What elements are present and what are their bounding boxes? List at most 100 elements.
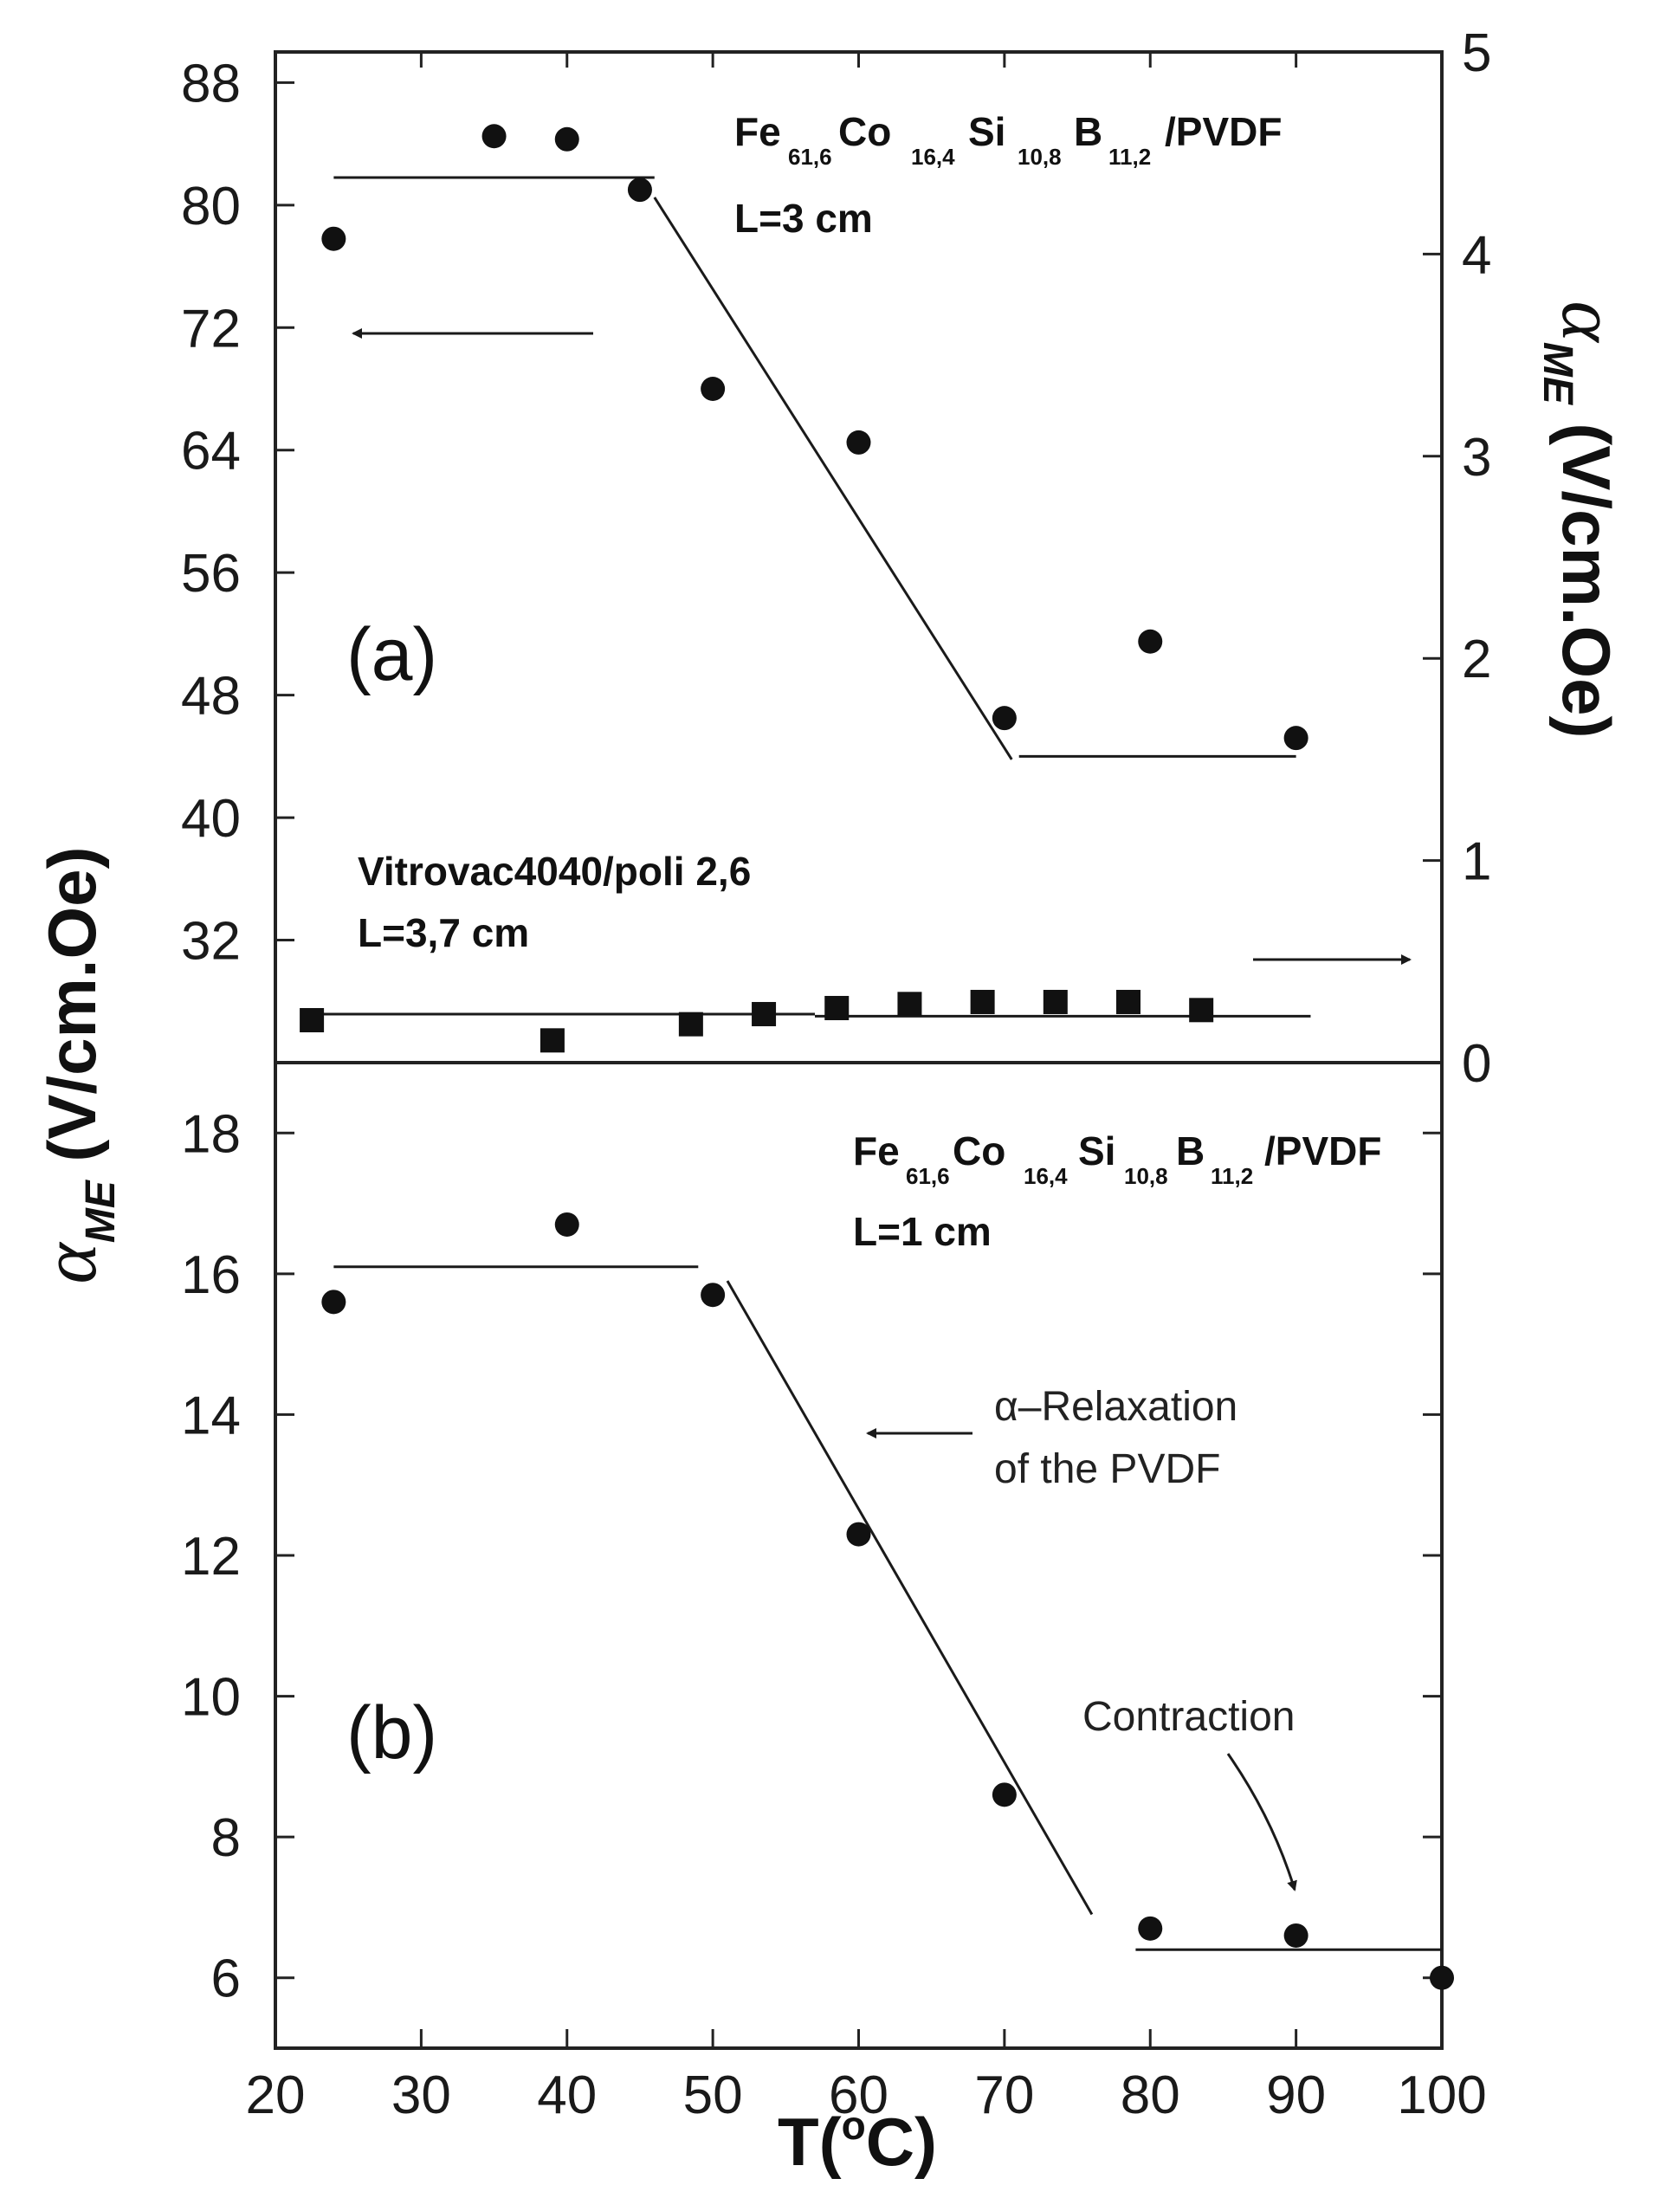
panel-a-vitrovac-label: Vitrovac4040/poli 2,6 bbox=[358, 849, 751, 894]
point-b-fecosib-3 bbox=[846, 1522, 871, 1547]
panel-b-sub-1: 61,6 bbox=[906, 1163, 950, 1189]
tick-label-b-left-12: 12 bbox=[181, 1527, 241, 1587]
point-a-fecosib-2 bbox=[554, 126, 579, 152]
panel-b-suffix: /PVDF bbox=[1264, 1128, 1381, 1173]
panel-b-sub-4: 11,2 bbox=[1211, 1163, 1253, 1189]
tick-label-a-left-72: 72 bbox=[181, 299, 241, 359]
panel-a-sub-2: 16,4 bbox=[911, 144, 955, 170]
tick-label-b-left-8: 8 bbox=[211, 1808, 241, 1868]
point-a-fecosib-5 bbox=[846, 430, 871, 455]
point-a-fecosib-4 bbox=[701, 377, 726, 401]
point-a-vitrovac-3 bbox=[752, 1001, 777, 1026]
panel-a-length: L=3 cm bbox=[734, 196, 873, 241]
y-left-units: (V/cm.Oe) bbox=[34, 846, 110, 1180]
panel-b-composition-label: Fe 61,6 Co 16,4 Si 10,8 B 11,2 /PVDF L=1… bbox=[853, 1128, 1381, 1254]
panel-b-length: L=1 cm bbox=[853, 1209, 992, 1254]
panel-b-sub-2: 16,4 bbox=[1024, 1163, 1068, 1189]
y-axis-right-title: αME (V/cm.Oe) bbox=[1535, 301, 1632, 738]
relaxation-label-line1: α–Relaxation bbox=[994, 1384, 1237, 1430]
tick-label-a-right-5: 5 bbox=[1462, 23, 1491, 83]
point-b-fecosib-6 bbox=[1283, 1923, 1308, 1948]
x-axis-unit: C) bbox=[866, 2104, 937, 2180]
panel-b-co: Co bbox=[953, 1128, 1005, 1173]
relaxation-label-line2: of the PVDF bbox=[994, 1446, 1220, 1492]
tick-label-a-left-40: 40 bbox=[181, 789, 241, 849]
tick-label-x-40: 40 bbox=[537, 2065, 597, 2125]
y-right-units: (V/cm.Oe) bbox=[1548, 404, 1625, 739]
tick-label-a-right-4: 4 bbox=[1462, 225, 1491, 285]
y-right-sub: ME bbox=[1535, 342, 1580, 406]
x-axis-degree: o bbox=[842, 2103, 866, 2148]
tick-label-a-left-32: 32 bbox=[181, 912, 241, 972]
tick-label-a-left-48: 48 bbox=[181, 667, 241, 727]
tick-label-b-left-16: 16 bbox=[181, 1245, 241, 1305]
point-b-fecosib-1 bbox=[554, 1212, 579, 1237]
tick-label-a-left-80: 80 bbox=[181, 177, 241, 236]
point-a-fecosib-3 bbox=[627, 178, 652, 203]
point-b-fecosib-2 bbox=[701, 1283, 726, 1308]
fit-a-fecosib-1 bbox=[653, 197, 1013, 760]
point-a-vitrovac-7 bbox=[1043, 989, 1068, 1014]
point-a-fecosib-8 bbox=[1283, 726, 1308, 751]
x-axis-title-main: T( bbox=[778, 2104, 842, 2180]
tick-label-x-80: 80 bbox=[1121, 2065, 1180, 2125]
point-b-fecosib-5 bbox=[1138, 1916, 1163, 1941]
contraction-arrow bbox=[1226, 1753, 1297, 1891]
y-axis-left-title: αME (V/cm.Oe) bbox=[27, 846, 124, 1283]
tick-label-b-left-10: 10 bbox=[181, 1668, 241, 1728]
tick-label-x-20: 20 bbox=[246, 2065, 306, 2125]
panel-a-fe: Fe bbox=[734, 109, 781, 154]
y-left-alpha: α bbox=[27, 1242, 113, 1284]
point-a-vitrovac-4 bbox=[824, 995, 850, 1020]
panel-a-b: B bbox=[1074, 109, 1102, 154]
point-a-vitrovac-9 bbox=[1189, 998, 1214, 1023]
panel-b-si: Si bbox=[1078, 1128, 1115, 1173]
panel-a-sub-3: 10,8 bbox=[1018, 144, 1062, 170]
panel-a-si: Si bbox=[968, 109, 1005, 154]
fit-lines bbox=[312, 176, 1442, 1951]
panel-a-label: (a) bbox=[346, 613, 437, 696]
panel-a-sub-1: 61,6 bbox=[788, 144, 832, 170]
tick-label-a-right-3: 3 bbox=[1462, 428, 1491, 488]
tick-label-a-right-2: 2 bbox=[1462, 630, 1491, 689]
panel-b-label: (b) bbox=[346, 1691, 437, 1775]
tick-label-a-right-1: 1 bbox=[1462, 832, 1491, 892]
panel-b-sub-3: 10,8 bbox=[1124, 1163, 1168, 1189]
panel-a-co: Co bbox=[838, 109, 891, 154]
point-b-fecosib-7 bbox=[1430, 1965, 1454, 1990]
panel-a-sub-4: 11,2 bbox=[1108, 144, 1151, 170]
tick-label-x-60: 60 bbox=[829, 2065, 888, 2125]
point-a-vitrovac-6 bbox=[970, 989, 995, 1014]
panel-b-b: B bbox=[1176, 1128, 1205, 1173]
panel-a-composition-label: Fe 61,6 Co 16,4 Si 10,8 B 11,2 /PVDF L=3… bbox=[734, 109, 1282, 241]
tick-label-x-100: 100 bbox=[1397, 2065, 1486, 2125]
panel-a-vitrovac-length: L=3,7 cm bbox=[358, 910, 529, 955]
tick-label-a-left-64: 64 bbox=[181, 422, 241, 482]
tick-label-b-left-18: 18 bbox=[181, 1104, 241, 1164]
point-a-fecosib-0 bbox=[321, 226, 346, 251]
point-b-fecosib-0 bbox=[321, 1290, 346, 1315]
tick-label-a-left-88: 88 bbox=[181, 54, 241, 113]
tick-label-x-30: 30 bbox=[391, 2065, 451, 2125]
tick-label-x-90: 90 bbox=[1266, 2065, 1326, 2125]
axis-ticks bbox=[274, 50, 1444, 2048]
y-left-sub: ME bbox=[78, 1179, 124, 1243]
panel-b-fe: Fe bbox=[853, 1128, 900, 1173]
point-a-vitrovac-8 bbox=[1115, 989, 1140, 1014]
x-axis-title: T(oC) bbox=[778, 2103, 937, 2180]
point-a-vitrovac-0 bbox=[300, 1007, 325, 1032]
point-a-fecosib-6 bbox=[992, 706, 1017, 731]
y-right-alpha: α bbox=[1546, 301, 1632, 343]
tick-label-b-left-14: 14 bbox=[181, 1386, 241, 1445]
tick-label-b-left-6: 6 bbox=[211, 1949, 241, 2009]
point-a-vitrovac-2 bbox=[678, 1012, 703, 1037]
panel-a-suffix: /PVDF bbox=[1165, 109, 1282, 154]
fit-b-fecosib-1 bbox=[726, 1280, 1094, 1916]
point-a-vitrovac-1 bbox=[540, 1028, 565, 1053]
point-a-fecosib-7 bbox=[1138, 629, 1163, 654]
point-a-vitrovac-5 bbox=[897, 992, 922, 1017]
tick-label-a-left-56: 56 bbox=[181, 544, 241, 604]
tick-label-x-50: 50 bbox=[683, 2065, 743, 2125]
